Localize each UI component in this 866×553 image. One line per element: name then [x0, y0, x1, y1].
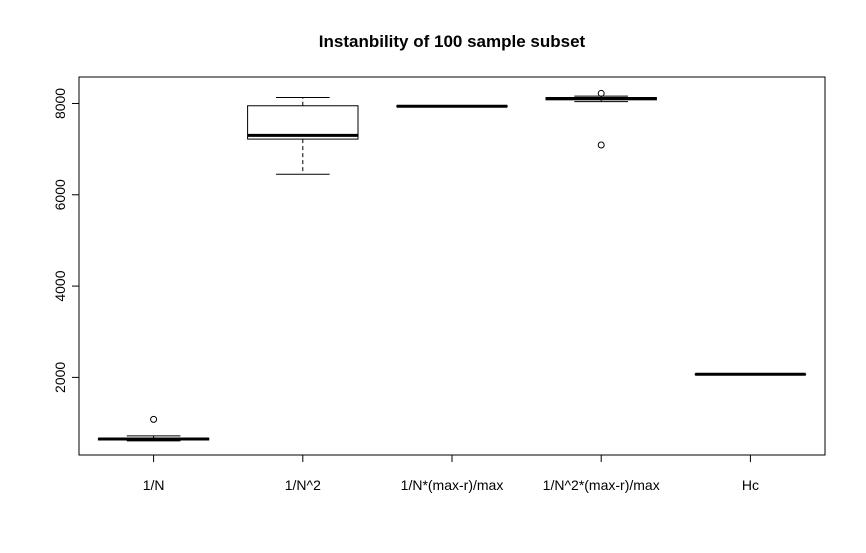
- x-tick-label: 1/N: [143, 477, 165, 493]
- box-iqr: [247, 105, 359, 140]
- box-1: [97, 415, 210, 442]
- box-2: [247, 97, 359, 175]
- boxes-group: [97, 89, 807, 442]
- box-3: [396, 104, 508, 108]
- y-tick-label: 2000: [52, 362, 68, 393]
- x-tick-label: 1/N^2*(max-r)/max: [543, 477, 660, 493]
- outlier-point: [597, 89, 605, 97]
- x-tick-label: 1/N^2: [285, 477, 321, 493]
- x-tick-label: 1/N*(max-r)/max: [401, 477, 504, 493]
- chart-title: Instanbility of 100 sample subset: [319, 32, 586, 51]
- x-tick-label: Hc: [742, 477, 759, 493]
- y-tick-label: 4000: [52, 270, 68, 301]
- x-axis: 1/N 1/N^2 1/N*(max-r)/max 1/N^2*(max-r)/max…: [143, 454, 759, 493]
- outlier-point: [150, 415, 158, 423]
- plot-area: [78, 76, 826, 456]
- outlier-point: [597, 141, 605, 149]
- box-5: [694, 372, 807, 376]
- y-axis: 2000 4000 6000 8000: [52, 88, 80, 393]
- y-tick-label: 8000: [52, 88, 68, 119]
- box-4: [545, 89, 657, 149]
- y-tick-label: 6000: [52, 179, 68, 210]
